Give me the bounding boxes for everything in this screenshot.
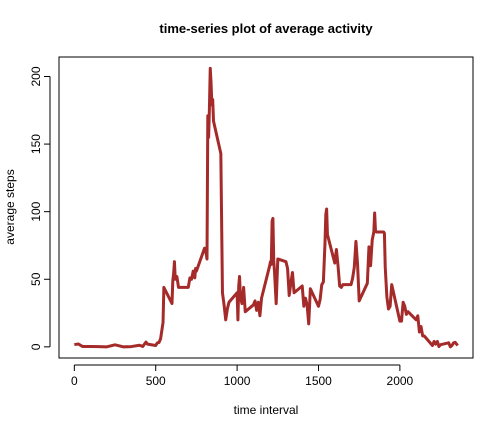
plot-box	[58, 56, 474, 359]
y-tick-label: 50	[29, 272, 43, 286]
x-tick-label: 1000	[224, 374, 251, 388]
x-tick-label: 1500	[305, 374, 332, 388]
y-tick-label: 200	[29, 66, 43, 86]
y-tick-label: 150	[29, 134, 43, 154]
y-tick-label: 0	[29, 343, 43, 350]
y-axis-label: average steps	[3, 169, 17, 244]
x-axis-label: time interval	[234, 403, 299, 417]
x-tick-label: 0	[71, 374, 78, 388]
x-tick-label: 500	[146, 374, 166, 388]
chart-title: time-series plot of average activity	[159, 21, 373, 36]
data-line	[74, 66, 459, 349]
y-tick-label: 100	[29, 201, 43, 221]
x-tick-label: 2000	[387, 374, 414, 388]
